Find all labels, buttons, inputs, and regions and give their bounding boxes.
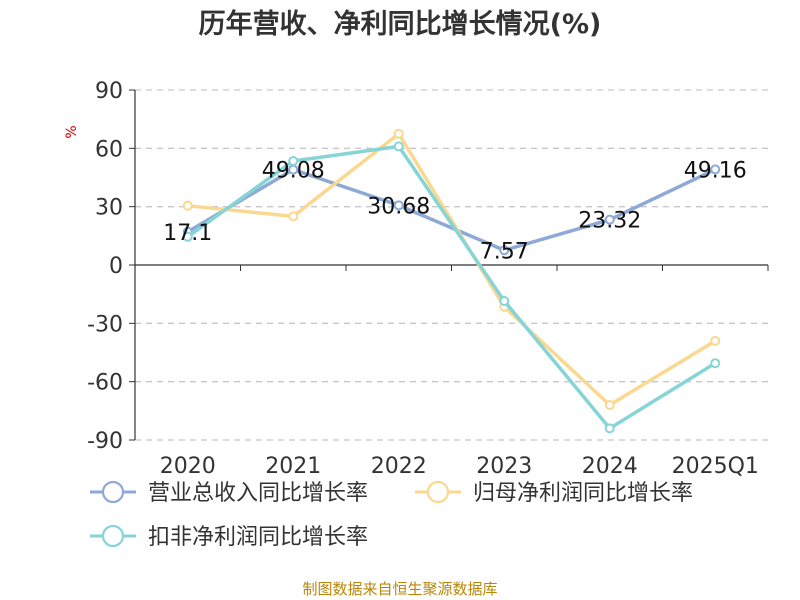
data-point (710, 164, 721, 175)
y-axis-ticks: 90 60 30 0 -30 -60 -90 (87, 79, 135, 454)
series-3 (182, 141, 721, 434)
y-tick-label: -30 (87, 312, 123, 337)
x-tick-label: 2023 (476, 454, 532, 479)
x-tick-label: 2024 (582, 454, 638, 479)
data-point (182, 200, 193, 211)
x-tick-label: 2020 (160, 454, 216, 479)
series-line (186, 144, 717, 431)
series-lines (182, 128, 721, 434)
x-tick-label: 2022 (371, 454, 427, 479)
series-1 (182, 164, 721, 256)
data-point (604, 400, 615, 410)
data-point (288, 155, 299, 166)
legend-item-1[interactable]: 营业总收入同比增长率 (90, 480, 368, 506)
data-point (393, 200, 404, 211)
data-label: 49.16 (684, 158, 747, 183)
data-point (393, 141, 404, 152)
legend-item-2[interactable]: 归母净利润同比增长率 (415, 480, 693, 506)
data-label: 7.57 (480, 239, 529, 264)
x-axis-ticks: 2020 2021 2022 2023 2024 2025Q1 (160, 454, 759, 479)
series-2 (182, 128, 721, 410)
data-point (710, 358, 721, 369)
series-line (187, 132, 717, 407)
legend-item-3[interactable]: 扣非净利润同比增长率 (90, 524, 368, 550)
x-tick-label: 2025Q1 (672, 454, 759, 479)
data-point (604, 423, 615, 434)
y-tick-label: 0 (109, 254, 123, 279)
data-point (182, 231, 193, 242)
data-point (393, 128, 404, 139)
y-tick-label: -90 (87, 429, 123, 454)
legend-marker (101, 524, 125, 548)
legend-label: 归母净利润同比增长率 (473, 481, 693, 506)
legend-label: 扣非净利润同比增长率 (148, 525, 368, 550)
y-tick-label: 60 (95, 137, 123, 162)
legend-marker (426, 480, 450, 504)
y-tick-label: 30 (95, 196, 123, 221)
y-axis-unit: % (64, 125, 80, 138)
data-label: 30.68 (367, 194, 430, 219)
x-tick-label: 2021 (265, 454, 321, 479)
y-tick-label: 90 (95, 79, 123, 104)
data-point (499, 295, 510, 306)
y-tick-label: -60 (87, 371, 123, 396)
legend-label: 营业总收入同比增长率 (148, 481, 368, 506)
data-label: 17.1 (163, 221, 212, 246)
source-note: 制图数据来自恒生聚源数据库 (302, 580, 497, 598)
series-line (186, 167, 717, 253)
data-labels: 17.1 49.08 30.68 7.57 23.32 49.16 (163, 158, 746, 264)
data-point (710, 335, 721, 346)
data-point (288, 211, 299, 222)
data-point (604, 214, 615, 225)
legend-marker (101, 480, 125, 504)
data-label: 23.32 (578, 209, 641, 234)
chart-title: 历年营收、净利同比增长情况(%) (199, 8, 602, 40)
data-point (499, 245, 510, 256)
data-label: 49.08 (262, 159, 325, 184)
